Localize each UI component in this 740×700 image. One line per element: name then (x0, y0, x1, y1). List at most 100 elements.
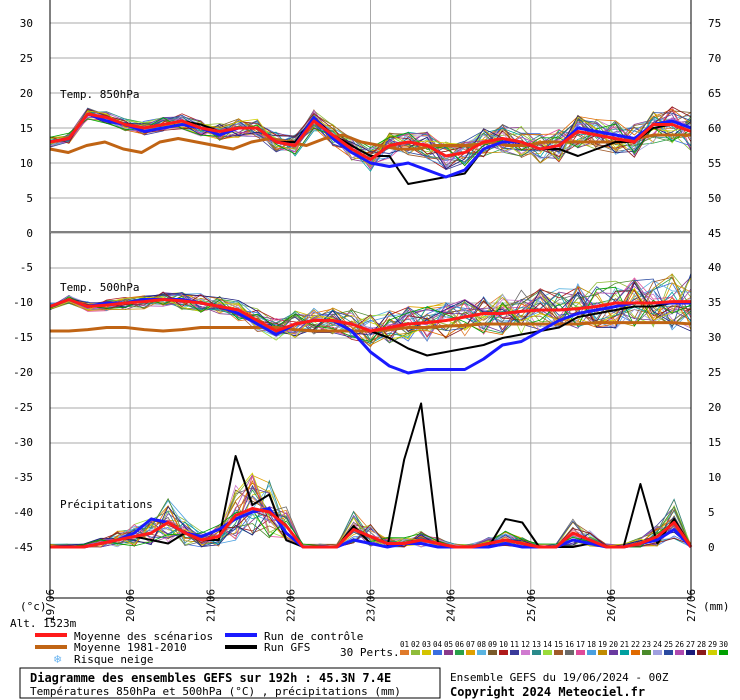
perturbation-id-label: 03 (422, 640, 431, 649)
tick-label-right: 65 (708, 87, 721, 100)
tick-label-right: 50 (708, 192, 721, 205)
footer-copyright: Copyright 2024 Meteociel.fr (450, 685, 645, 699)
tick-label-left: -15 (13, 331, 33, 344)
perturbation-id-label: 08 (477, 640, 487, 649)
x-tick-label: 23/06 (365, 589, 378, 622)
perturbation-swatch (675, 650, 684, 655)
perturbation-id-label: 02 (411, 640, 420, 649)
perturbation-line-t500 (49, 289, 692, 341)
series-control-t850 (49, 112, 692, 179)
panel-label-t850: Temp. 850hPa (60, 88, 139, 101)
tick-label-left: -25 (13, 401, 33, 414)
perturbation-swatch (488, 650, 497, 655)
perturbation-id-label: 14 (543, 640, 553, 649)
tick-label-right: 70 (708, 52, 721, 65)
perturbation-id-label: 12 (521, 640, 530, 649)
tick-label-right: 35 (708, 296, 721, 309)
tick-label-left: 15 (20, 122, 33, 135)
perturbation-swatch (576, 650, 585, 655)
perturbation-id-label: 10 (499, 640, 509, 649)
tick-label-right: 10 (708, 471, 721, 484)
x-tick-label: 27/06 (685, 589, 698, 622)
perturbation-id-label: 09 (488, 640, 497, 649)
tick-label-right: 25 (708, 366, 721, 379)
x-tick-label: 21/06 (204, 589, 217, 622)
x-tick-label: 26/06 (605, 589, 618, 622)
perturbation-id-label: 18 (587, 640, 597, 649)
perturbation-id-label: 15 (554, 640, 563, 649)
perturbation-swatch (719, 650, 728, 655)
tick-label-left: 10 (20, 157, 33, 170)
footer-title: Diagramme des ensembles GEFS sur 192h : … (30, 671, 391, 685)
tick-label-right: 20 (708, 401, 721, 414)
perturbation-swatch (598, 650, 607, 655)
perturbation-swatch (642, 650, 651, 655)
legend-swatch-gfs (225, 645, 257, 649)
snowflake-icon: ❄ (53, 653, 62, 666)
perturbation-line-precip (49, 508, 692, 548)
tick-label-right: 0 (708, 541, 715, 554)
panel-label-precip: Précipitations (60, 498, 153, 511)
x-tick-label: 22/06 (284, 589, 297, 622)
perturbation-swatch (565, 650, 574, 655)
perturbation-swatch (411, 650, 420, 655)
series-climatology-t850 (49, 133, 691, 154)
perturbation-id-label: 04 (433, 640, 443, 649)
perturbation-id-label: 21 (620, 640, 629, 649)
perturbation-id-label: 22 (631, 640, 640, 649)
series-control-precip (50, 507, 693, 549)
perturbation-id-label: 11 (510, 640, 519, 649)
tick-label-left: 20 (20, 87, 33, 100)
unit-left: (°c) (20, 600, 47, 613)
tick-label-left: -20 (13, 366, 33, 379)
perturbation-swatch (499, 650, 508, 655)
tick-label-left: -40 (13, 506, 33, 519)
tick-label-left: 25 (20, 52, 33, 65)
perturbation-id-label: 17 (576, 640, 585, 649)
perturbation-swatch (422, 650, 431, 655)
series-mean-precip (50, 507, 693, 549)
tick-label-left: -35 (13, 471, 33, 484)
perturbation-swatch (686, 650, 695, 655)
legend-label-gfs: Run GFS (264, 641, 310, 654)
perturbation-swatch (587, 650, 596, 655)
perturbation-swatch (444, 650, 453, 655)
perturbation-swatch (708, 650, 717, 655)
perturbation-id-label: 16 (565, 640, 575, 649)
perturbation-swatch (543, 650, 552, 655)
perturbation-id-label: 20 (609, 640, 619, 649)
x-tick-label: 20/06 (124, 589, 137, 622)
legend-swatch-mean (35, 633, 67, 637)
tick-label-left: -45 (13, 541, 33, 554)
perturbation-swatch (664, 650, 673, 655)
perturbation-id-label: 07 (466, 640, 475, 649)
axes: 302520151050-5-10-15-20-25-30-35-40-4575… (13, 0, 721, 622)
tick-label-left: 0 (26, 227, 33, 240)
perturbation-swatch (697, 650, 706, 655)
tick-label-left: -5 (20, 261, 33, 274)
perturbation-swatch (466, 650, 475, 655)
legend-label-snow: Risque neige (74, 653, 153, 666)
perturbation-swatch (532, 650, 541, 655)
perturbation-line-t850 (49, 108, 692, 172)
altitude-label: Alt. 1523m (10, 617, 77, 630)
perturbation-id-label: 06 (455, 640, 465, 649)
legend-swatch-control (225, 633, 257, 637)
perturbation-swatch (554, 650, 563, 655)
perturbation-swatch (455, 650, 464, 655)
tick-label-left: -30 (13, 436, 33, 449)
tick-label-right: 15 (708, 436, 721, 449)
panel-label-t500: Temp. 500hPa (60, 281, 139, 294)
perturbation-id-label: 25 (664, 640, 673, 649)
perturbations-label: 30 Perts. (340, 646, 400, 659)
perturbation-line-t850 (49, 112, 692, 161)
x-tick-label: 19/06 (44, 589, 57, 622)
legend-label-control: Run de contrôle (264, 630, 363, 643)
perturbation-id-label: 27 (686, 640, 695, 649)
perturbation-legend: 01 02 03 04 05 06 07 08 09 10 11 12 13 14 15 16 17 18 19 20… (400, 640, 729, 655)
tick-label-right: 5 (708, 506, 715, 519)
perturbation-swatch (631, 650, 640, 655)
footer-subtitle: Températures 850hPa et 500hPa (°C) , pré… (30, 685, 401, 698)
perturbation-swatch (400, 650, 409, 655)
series-mean-t850 (49, 112, 692, 161)
